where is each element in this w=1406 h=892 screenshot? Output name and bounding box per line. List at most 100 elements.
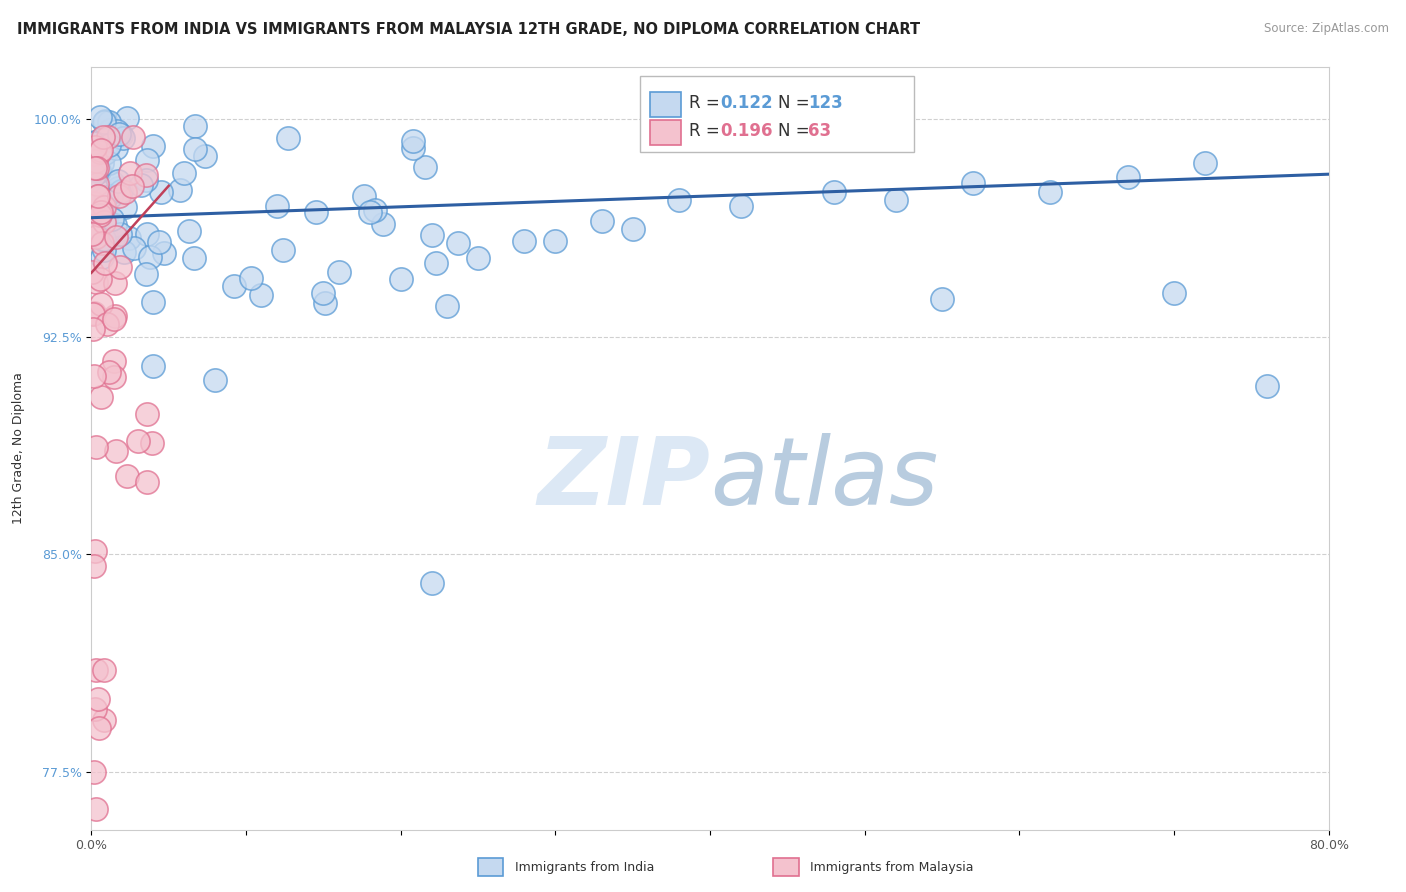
Point — [83, 161, 105, 176]
Point — [962, 176, 984, 190]
Point — [82, 204, 104, 219]
Point — [353, 189, 375, 203]
Point — [84, 163, 107, 178]
Point — [82, 227, 104, 241]
Point — [97, 365, 120, 379]
Point — [136, 227, 159, 242]
Point — [305, 205, 328, 219]
Point — [93, 244, 115, 258]
Point — [447, 235, 470, 250]
Point — [103, 312, 125, 326]
Point — [117, 469, 139, 483]
Point — [204, 373, 226, 387]
Point — [359, 205, 381, 219]
Y-axis label: 12th Grade, No Diploma: 12th Grade, No Diploma — [13, 372, 25, 524]
Point — [93, 215, 115, 229]
Point — [271, 243, 294, 257]
Point — [98, 122, 121, 136]
Text: N =: N = — [778, 94, 814, 112]
Point — [86, 191, 108, 205]
Point — [93, 713, 115, 727]
Point — [621, 222, 644, 236]
Point — [84, 230, 107, 244]
Point — [420, 228, 443, 243]
Point — [148, 235, 170, 249]
Point — [93, 200, 115, 214]
Point — [101, 211, 124, 226]
Text: R =: R = — [689, 94, 725, 112]
Point — [169, 183, 191, 197]
Point — [84, 702, 107, 716]
Point — [266, 199, 288, 213]
Point — [94, 190, 117, 204]
Point — [436, 299, 458, 313]
Point — [135, 173, 157, 187]
Point — [94, 211, 117, 226]
Point — [89, 272, 111, 286]
Point — [83, 559, 105, 574]
Point — [184, 142, 207, 156]
Text: atlas: atlas — [710, 434, 938, 524]
Point — [183, 251, 205, 265]
Point — [312, 286, 335, 301]
Point — [97, 155, 120, 169]
Point — [104, 309, 127, 323]
Point — [142, 295, 165, 310]
Point — [149, 185, 172, 199]
Text: IMMIGRANTS FROM INDIA VS IMMIGRANTS FROM MALAYSIA 12TH GRADE, NO DIPLOMA CORRELA: IMMIGRANTS FROM INDIA VS IMMIGRANTS FROM… — [17, 22, 920, 37]
Point — [89, 209, 111, 223]
Point — [467, 252, 489, 266]
Point — [83, 140, 105, 154]
Point — [96, 230, 118, 244]
Point — [110, 128, 132, 143]
Point — [118, 231, 141, 245]
Point — [90, 132, 112, 146]
Point — [86, 692, 108, 706]
Text: ZIP: ZIP — [537, 433, 710, 524]
Point — [83, 369, 105, 384]
Point — [86, 440, 108, 454]
Point — [91, 147, 114, 161]
Point — [93, 663, 115, 677]
Text: 0.196: 0.196 — [720, 122, 772, 140]
Point — [84, 543, 107, 558]
Point — [96, 232, 118, 246]
Point — [420, 576, 443, 591]
Point — [112, 245, 135, 260]
Point — [105, 229, 128, 244]
Point — [86, 177, 108, 191]
Point — [141, 435, 163, 450]
Point — [173, 166, 195, 180]
Point — [90, 205, 112, 219]
Point — [104, 276, 127, 290]
Point — [389, 271, 412, 285]
Point — [94, 186, 117, 201]
Point — [1256, 379, 1278, 393]
Point — [83, 135, 105, 149]
Point — [83, 147, 105, 161]
Point — [100, 189, 122, 203]
Text: 63: 63 — [808, 122, 831, 140]
Text: Immigrants from Malaysia: Immigrants from Malaysia — [810, 861, 973, 873]
Point — [425, 256, 447, 270]
Point — [86, 182, 108, 196]
Point — [89, 208, 111, 222]
Point — [184, 120, 207, 134]
Point — [544, 234, 567, 248]
Point — [139, 250, 162, 264]
Point — [104, 218, 127, 232]
Point — [86, 161, 108, 176]
Point — [93, 114, 115, 128]
Point — [103, 354, 125, 368]
Point — [823, 185, 845, 199]
Point — [82, 227, 104, 242]
Point — [96, 144, 118, 158]
Point — [94, 145, 117, 160]
Point — [89, 145, 111, 159]
Text: N =: N = — [778, 122, 814, 140]
Point — [136, 408, 159, 422]
Point — [194, 149, 217, 163]
Point — [250, 287, 273, 301]
Point — [222, 278, 245, 293]
Point — [86, 189, 108, 203]
